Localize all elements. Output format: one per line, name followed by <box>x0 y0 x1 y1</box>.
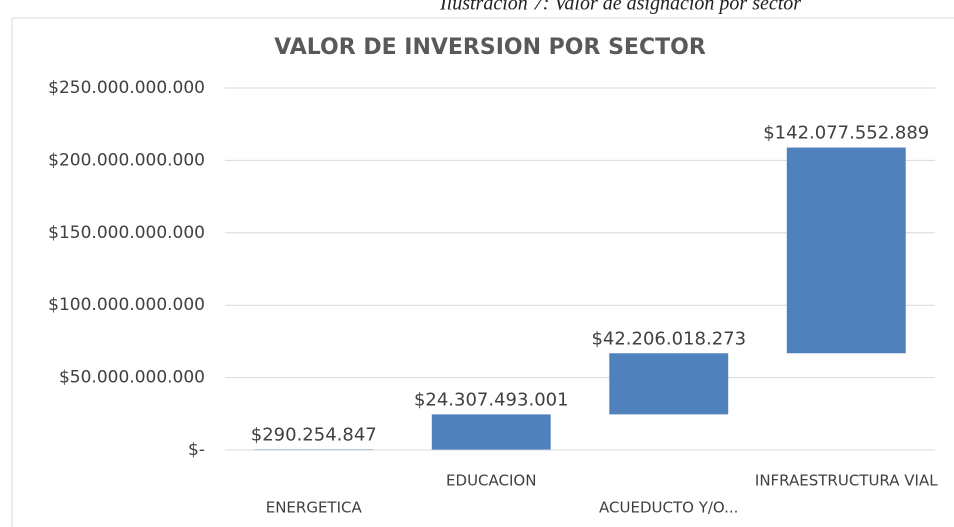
bar <box>431 414 551 450</box>
y-tick-label: $150.000.000.000 <box>48 223 205 243</box>
value-label: $142.077.552.889 <box>763 123 929 144</box>
y-tick-label: $- <box>188 440 205 460</box>
x-tick-label: ACUEDUCTO Y/O... <box>599 499 738 517</box>
value-label: $24.307.493.001 <box>414 389 569 410</box>
x-tick-label: ENERGETICA <box>266 499 363 517</box>
y-tick-label: $200.000.000.000 <box>48 150 205 170</box>
bar <box>786 147 906 354</box>
y-tick-label: $250.000.000.000 <box>48 78 205 98</box>
chart-title: VALOR DE INVERSION POR SECTOR <box>274 35 706 60</box>
value-label: $42.206.018.273 <box>591 328 746 349</box>
y-tick-label: $100.000.000.000 <box>48 295 205 315</box>
x-tick-label: INFRAESTRUCTURA VIAL <box>755 472 938 490</box>
bar <box>609 353 729 415</box>
x-tick-label: EDUCACION <box>446 472 536 490</box>
y-tick-label: $50.000.000.000 <box>59 368 205 388</box>
caption: Ilustración 7: Valor de asignación por s… <box>439 0 801 15</box>
value-label: $290.254.847 <box>251 425 377 446</box>
